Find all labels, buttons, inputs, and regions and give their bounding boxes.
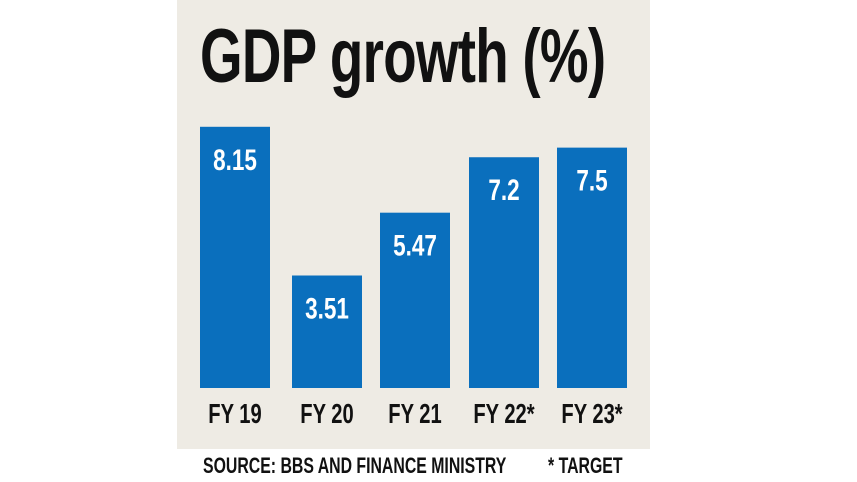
category-label: FY 20 <box>300 399 353 430</box>
bar-fy-20 <box>292 275 362 388</box>
bar-fy-23 <box>557 147 627 388</box>
source-note: SOURCE: BBS AND FINANCE MINISTRY <box>203 453 507 478</box>
category-label: FY 22* <box>473 399 535 430</box>
category-label: FY 19 <box>208 399 261 430</box>
category-label: FY 21 <box>388 399 441 430</box>
value-label: 5.47 <box>393 229 437 263</box>
bar-fy-22 <box>469 157 539 388</box>
value-label: 7.5 <box>576 163 607 197</box>
category-label: FY 23* <box>561 399 623 430</box>
target-footnote: * TARGET <box>548 453 623 478</box>
value-label: 3.51 <box>305 291 349 325</box>
chart-title: GDP growth (%) <box>200 14 606 99</box>
value-label: 8.15 <box>213 143 257 177</box>
bar-fy-21 <box>380 212 450 388</box>
bar-fy-19 <box>200 126 270 388</box>
value-label: 7.2 <box>488 173 519 207</box>
